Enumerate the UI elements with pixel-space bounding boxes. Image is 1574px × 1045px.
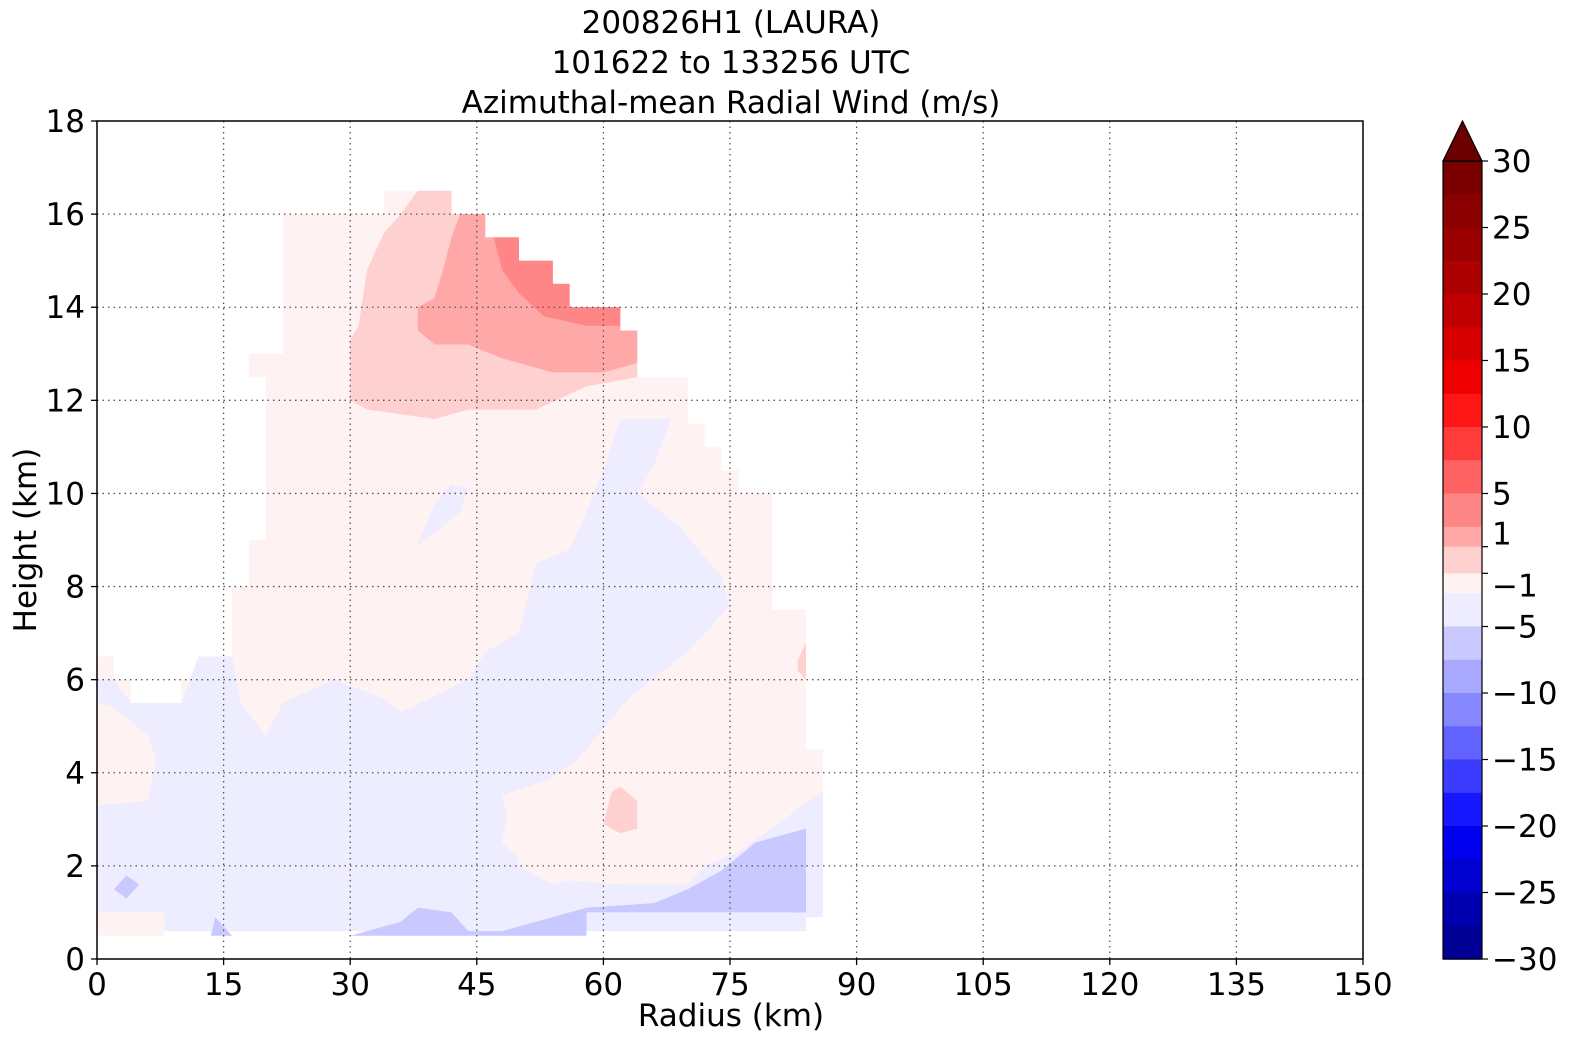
colorbar-tick-label-2: 20 (1492, 277, 1531, 313)
colorbar-tick-label-1: 25 (1492, 211, 1531, 247)
contour-region-8 (789, 903, 806, 913)
contour-region-3 (97, 707, 157, 801)
colorbar-band-17 (1443, 693, 1482, 727)
y-tick-label-6: 12 (46, 383, 85, 419)
colorbar-band-2 (1443, 227, 1482, 262)
colorbar-band-1 (1443, 194, 1482, 229)
y-axis: 0 2 4 6 8 10 12 14 16 18 (46, 104, 97, 978)
x-tick-label-10: 150 (1333, 967, 1392, 1003)
colorbar-band-11 (1443, 526, 1482, 548)
colorbar-band-24 (1443, 925, 1482, 960)
colorbar-tick-label-7: −1 (1492, 568, 1538, 604)
x-tick-label-6: 90 (837, 967, 876, 1003)
colorbar-band-9 (1443, 460, 1482, 495)
y-tick-label-8: 16 (46, 197, 85, 233)
y-tick-label-3: 6 (65, 663, 85, 699)
colorbar-band-18 (1443, 726, 1482, 761)
x-tick-label-4: 60 (584, 967, 623, 1003)
x-axis: 0 15 30 45 60 75 90 105 120 135 150 (87, 959, 1393, 1003)
x-tick-label-9: 135 (1207, 967, 1266, 1003)
y-tick-label-1: 2 (65, 849, 85, 885)
colorbar-band-12 (1443, 546, 1482, 574)
contour-region-1 (97, 419, 823, 932)
colorbar-band-16 (1443, 659, 1482, 694)
y-axis-label: Height (km) (8, 448, 44, 633)
colorbar-tick-label-5: 5 (1492, 477, 1512, 513)
colorbar-band-6 (1443, 360, 1482, 395)
title-line-3: Azimuthal-mean Radial Wind (m/s) (462, 85, 1001, 121)
chart-title: 200826H1 (LAURA) 101622 to 133256 UTC Az… (462, 5, 1001, 121)
x-axis-label: Radius (km) (638, 998, 824, 1034)
colorbar-tick-label-0: 30 (1492, 144, 1531, 180)
x-tick-label-2: 30 (330, 967, 369, 1003)
colorbar-band-8 (1443, 427, 1482, 461)
title-line-1: 200826H1 (LAURA) (582, 5, 881, 41)
contour-region-13 (493, 237, 621, 326)
x-tick-label-3: 45 (457, 967, 496, 1003)
y-tick-label-7: 14 (46, 290, 85, 326)
x-tick-label-8: 120 (1080, 967, 1139, 1003)
colorbar-band-20 (1443, 792, 1482, 827)
y-tick-label-9: 18 (46, 104, 85, 140)
contour-region-7 (113, 875, 140, 899)
x-tick-label-5: 75 (710, 967, 749, 1003)
colorbar-tick-label-4: 10 (1492, 410, 1531, 446)
title-line-2: 101622 to 133256 UTC (552, 45, 911, 81)
colorbar-band-13 (1443, 573, 1482, 594)
contour-region-2 (417, 484, 469, 545)
colorbar-band-10 (1443, 493, 1482, 528)
x-tick-label-7: 105 (954, 967, 1013, 1003)
contour-region-10 (603, 786, 638, 834)
colorbar-frame (1442, 160, 1483, 960)
x-tick-label-1: 15 (204, 967, 243, 1003)
y-tick-label-0: 0 (65, 942, 85, 978)
y-tick-label-5: 10 (46, 476, 85, 512)
colorbar-band-23 (1443, 892, 1482, 927)
colorbar-tick-label-9: −10 (1492, 676, 1557, 712)
contour-region-6 (210, 917, 232, 936)
contour-region-5 (350, 828, 806, 936)
colorbar-tick-label-13: −30 (1492, 942, 1557, 978)
contour-region-11 (797, 642, 806, 680)
colorbar-tick-label-3: 15 (1492, 344, 1531, 380)
colorbar: 30 25 20 15 10 5 1 −1 −5 −10 −15 −20 −25 −30 (1442, 119, 1557, 978)
colorbar-band-0 (1443, 161, 1482, 195)
colorbar-extend-arrow (1442, 119, 1483, 162)
colorbar-band-21 (1443, 826, 1482, 860)
colorbar-band-15 (1443, 626, 1482, 661)
colorbar-tick-label-11: −20 (1492, 809, 1557, 845)
colorbar-tick-label-8: −5 (1492, 610, 1538, 646)
colorbar-band-5 (1443, 327, 1482, 362)
colorbar-tick-label-12: −25 (1492, 876, 1557, 912)
x-tick-label-0: 0 (87, 967, 107, 1003)
colorbar-tick-label-6: 1 (1492, 517, 1512, 553)
colorbar-band-14 (1443, 593, 1482, 628)
colorbar-tick-label-10: −15 (1492, 743, 1557, 779)
colorbar-band-4 (1443, 294, 1482, 328)
colorbar-band-3 (1443, 260, 1482, 295)
y-tick-label-4: 8 (65, 570, 85, 606)
colorbar-band-19 (1443, 759, 1482, 794)
contour-fill (97, 190, 823, 936)
grid-lines (97, 121, 1363, 959)
colorbar-band-22 (1443, 859, 1482, 894)
colorbar-band-7 (1443, 393, 1482, 428)
y-tick-label-2: 4 (65, 756, 85, 792)
